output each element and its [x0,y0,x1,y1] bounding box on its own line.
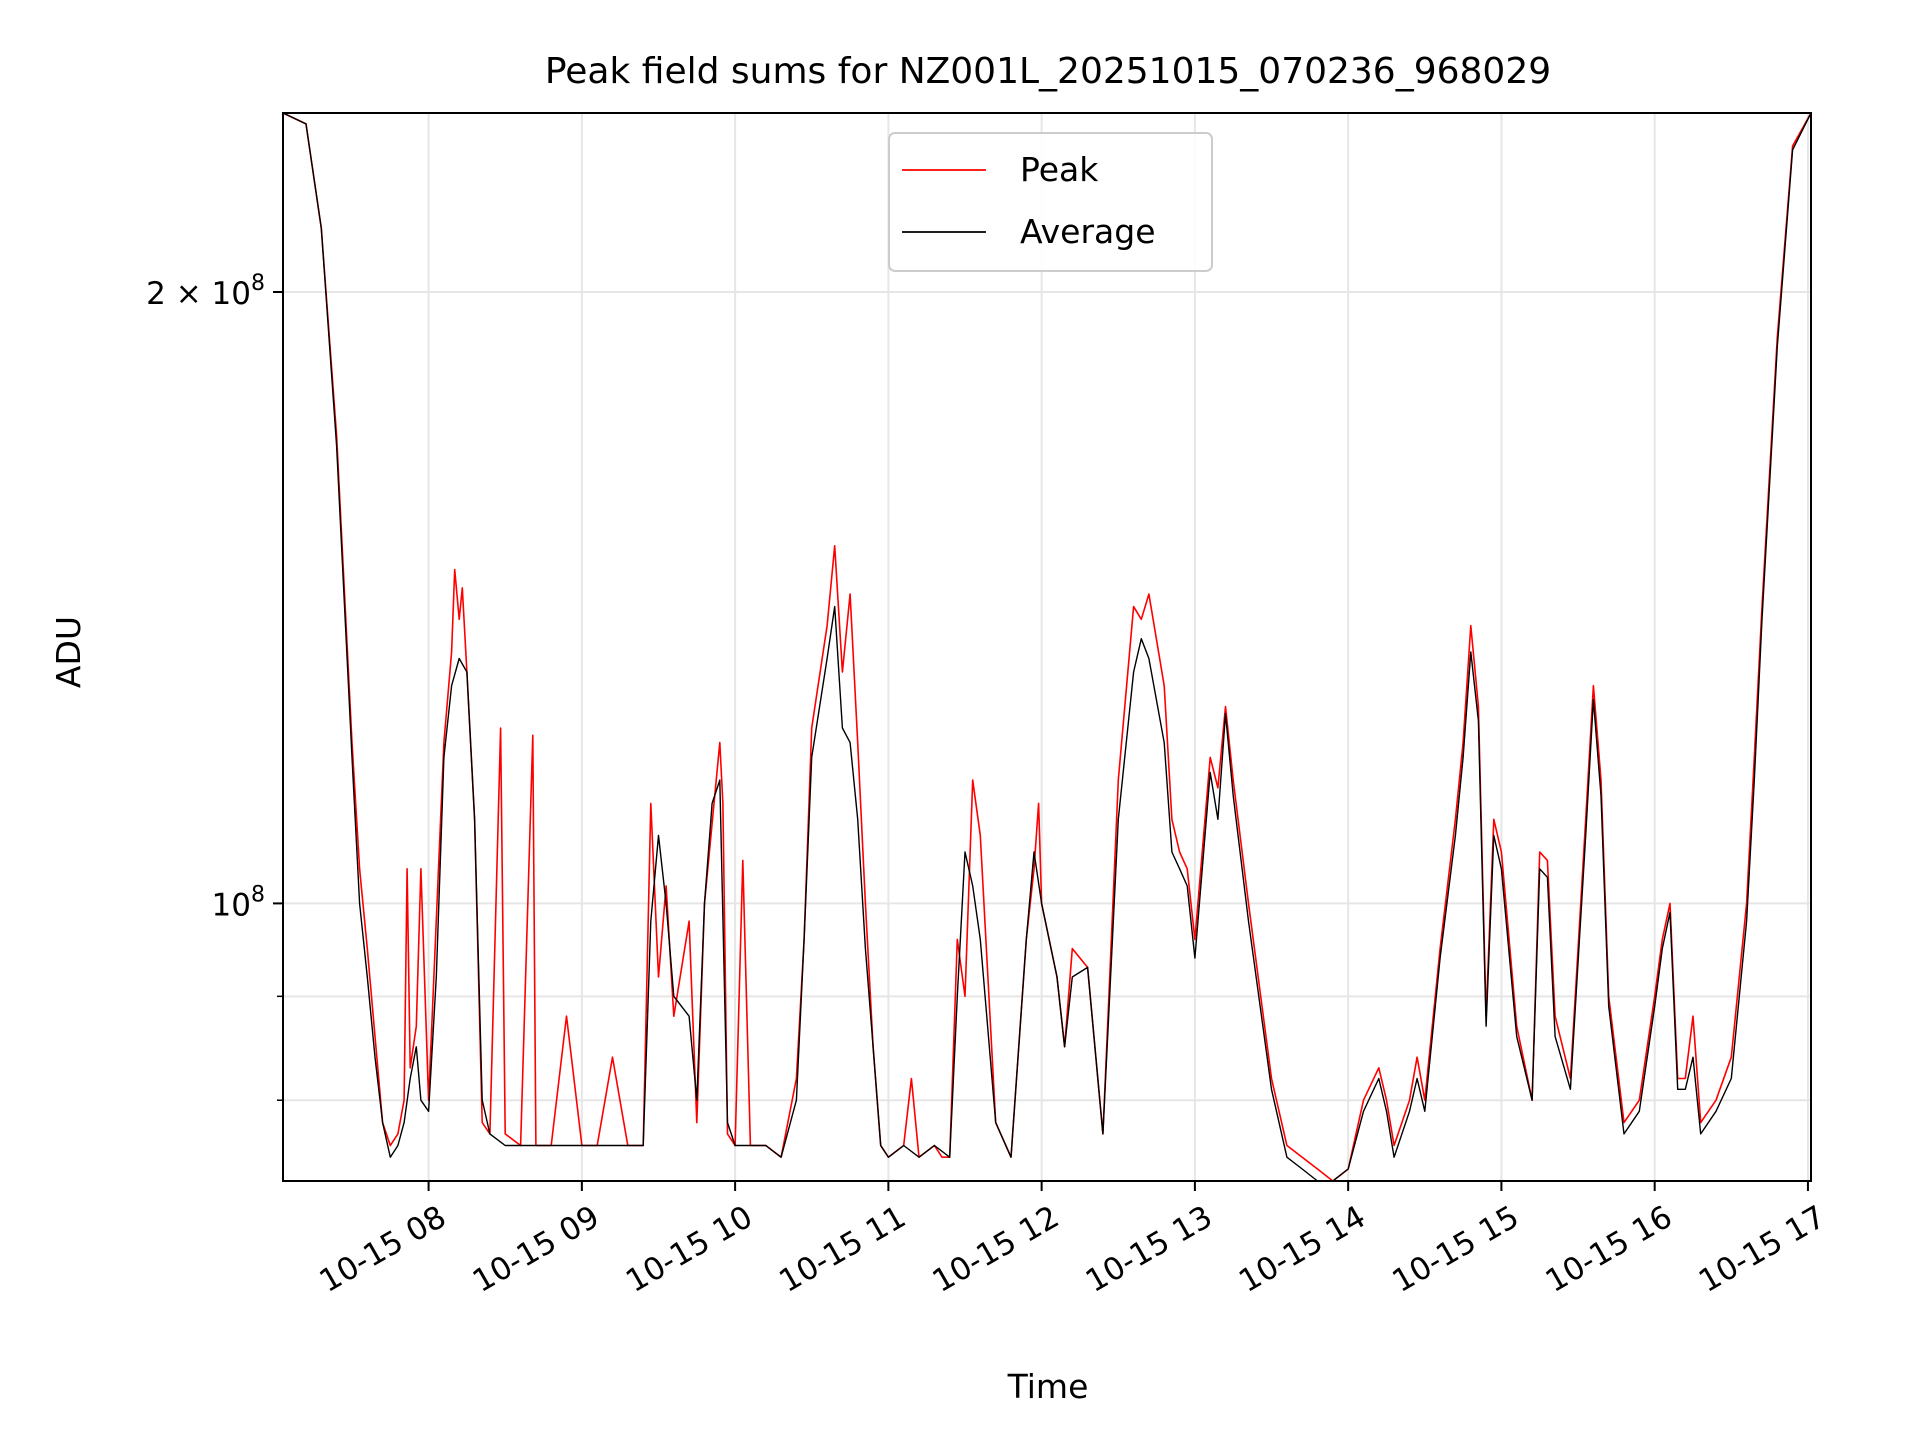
plot-frame [282,112,1812,1182]
grid-lines [283,113,1811,1181]
series-layer [282,112,1812,1182]
legend-label-average: Average [1020,212,1156,251]
y-tick-label-0: 2 × 108 [146,271,265,312]
x-axis-label: Time [1007,1367,1089,1406]
legend: Peak Average [888,132,1213,272]
chart-title: Peak field sums for NZ001L_20251015_0702… [545,51,1551,92]
y-axis-label: ADU [49,616,88,688]
y-tick-label-1: 108 [212,882,265,923]
legend-label-peak: Peak [1020,150,1099,189]
y-axis-ticks: 2 × 108 108 [146,271,283,1101]
series-line-average [282,112,1812,1182]
legend-box [888,132,1213,272]
